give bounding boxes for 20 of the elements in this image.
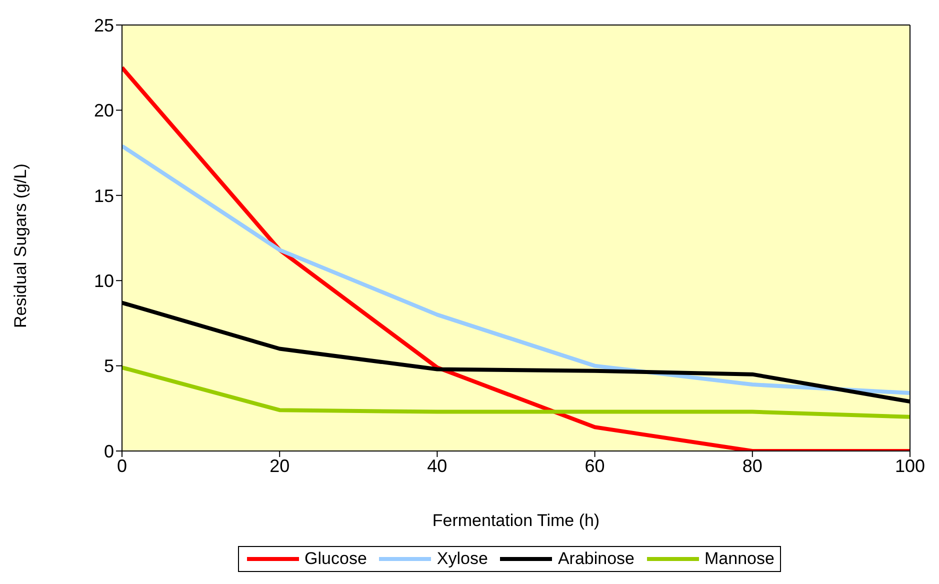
x-tick-label: 80 bbox=[742, 456, 762, 476]
y-tick-label: 15 bbox=[94, 186, 114, 206]
y-tick-label: 0 bbox=[104, 441, 114, 462]
x-tick-label: 60 bbox=[584, 456, 605, 476]
legend-label: Arabinose bbox=[558, 549, 635, 569]
legend-label: Mannose bbox=[704, 549, 774, 569]
x-tick-label: 100 bbox=[894, 456, 926, 476]
legend-label: Glucose bbox=[304, 549, 367, 569]
x-tick-label: 40 bbox=[427, 456, 448, 476]
line-series bbox=[122, 144, 910, 396]
y-tick-label: 20 bbox=[94, 100, 114, 121]
legend-label: Xylose bbox=[436, 549, 488, 569]
x-tick-label: 0 bbox=[116, 456, 128, 476]
x-tick-label: 20 bbox=[270, 456, 290, 476]
y-axis-title: Residual Sugars (g/L) bbox=[11, 164, 30, 328]
y-tick-label: 10 bbox=[94, 270, 114, 291]
line-series bbox=[122, 366, 910, 419]
x-axis-title: Fermentation Time (h) bbox=[432, 511, 600, 530]
y-tick-label: 5 bbox=[104, 356, 114, 376]
y-tick-label: 25 bbox=[94, 15, 114, 36]
